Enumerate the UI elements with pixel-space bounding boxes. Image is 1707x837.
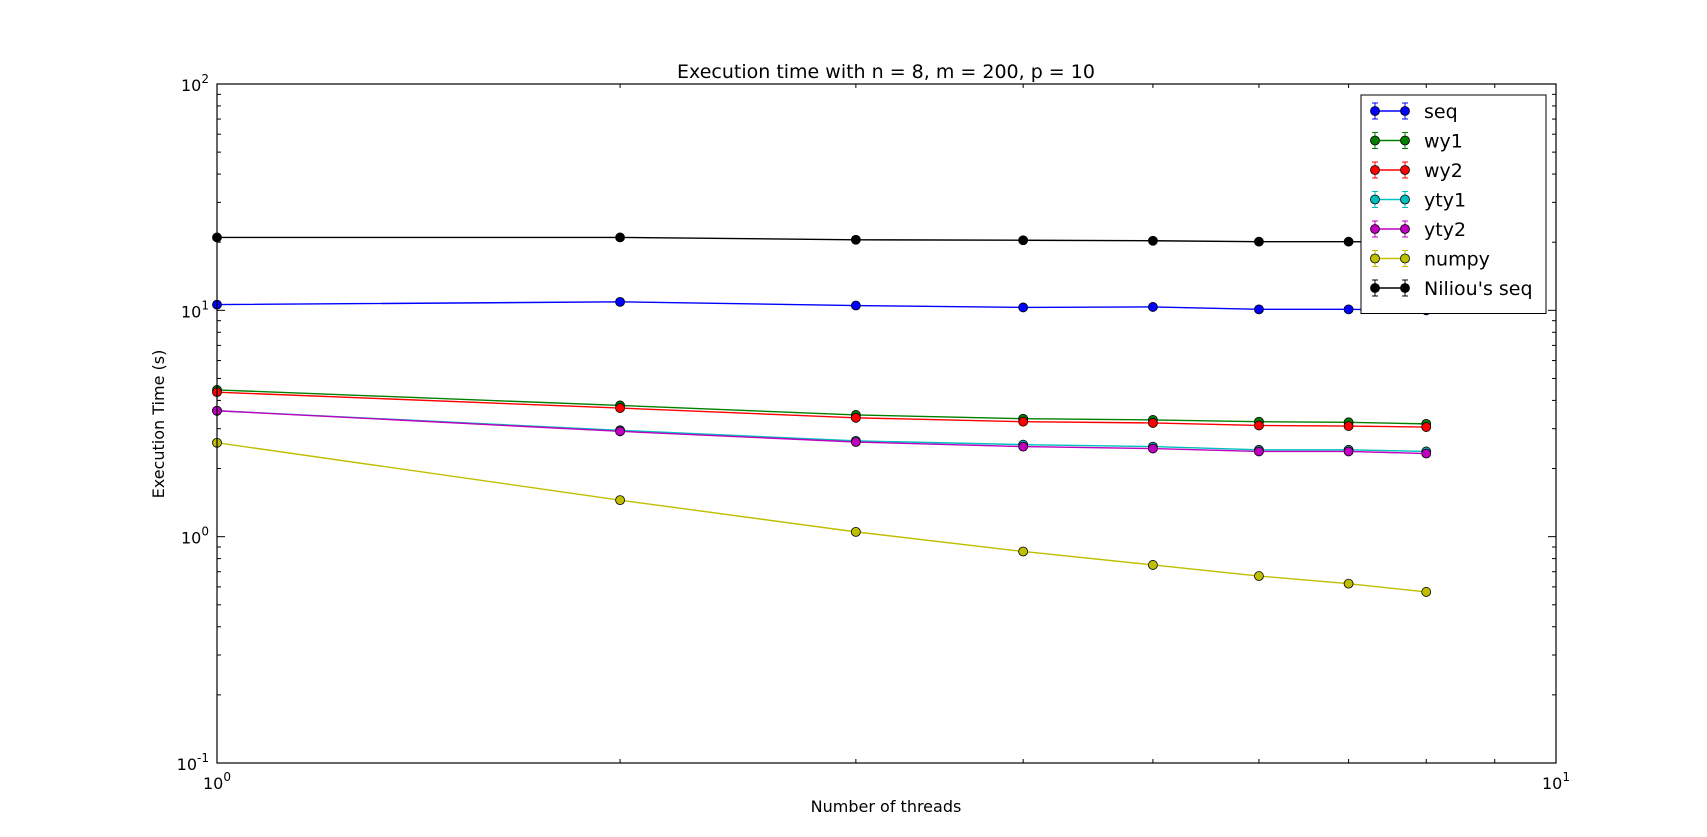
data-point [1421,587,1432,597]
data-point [850,437,861,447]
data-point [1018,416,1029,427]
legend-label: wy1 [1424,131,1463,153]
chart-title: Execution time with n = 8, m = 200, p = … [677,61,1095,83]
data-point [850,526,861,537]
y-tick-label: 101 [181,298,209,321]
series-yty2 [212,405,1432,459]
legend-item: numpy [1370,249,1490,271]
data-point [1018,235,1029,246]
data-point [1148,443,1158,454]
data-point [1421,448,1432,459]
data-point [615,426,625,437]
legend-item: seq [1370,101,1458,123]
data-point [850,412,861,423]
data-point [1254,571,1264,581]
x-tick-label: 101 [1542,770,1570,793]
series-line [216,410,1427,453]
legend-label: yty2 [1424,219,1466,241]
legend-item: yty2 [1370,219,1466,241]
data-point [1254,446,1264,457]
y-tick-label: 102 [181,72,209,95]
legend-item: wy2 [1370,160,1463,182]
data-point [1343,421,1354,431]
data-point [1254,236,1264,247]
data-point [1018,546,1029,557]
x-tick-label: 100 [203,770,231,793]
y-tick-label: 10-1 [177,751,209,774]
legend-box [1360,94,1547,314]
data-point [1343,304,1354,315]
legend-label: Niliou's seq [1424,278,1533,300]
data-point [1343,578,1354,589]
plot-background [217,84,1556,763]
legend-label: seq [1424,101,1458,123]
data-point [615,495,625,506]
x-axis-label: Number of threads [811,797,962,816]
data-point [1148,560,1158,570]
series-line [216,389,1427,425]
series-line [216,301,1427,312]
data-point [1343,236,1354,247]
data-point [1254,420,1264,431]
plot-frame [216,83,1557,764]
data-point [615,403,625,413]
series-line [216,442,1427,593]
legend-label: numpy [1424,249,1490,271]
legend-item: Niliou's seq [1370,278,1533,300]
legend-label: wy2 [1424,160,1463,182]
y-axis-label: Execution Time (s) [149,350,168,499]
data-point [1148,418,1158,428]
data-point [1254,304,1264,315]
data-point [615,296,625,307]
data-point [850,234,861,245]
data-point [1148,302,1158,312]
series-layer [212,232,1432,597]
y-tick-label: 100 [181,525,209,548]
data-point [850,300,861,311]
data-point [1343,446,1354,457]
legend-label: yty1 [1424,190,1466,212]
data-point [1018,441,1029,452]
series-line [216,410,1427,455]
data-point [1148,235,1158,246]
legend-item: wy1 [1370,131,1463,153]
legend-item: yty1 [1370,190,1466,212]
series-niliou-s-seq [212,232,1432,248]
series-line [216,391,1427,428]
data-point [615,232,625,243]
series-line [217,236,1427,243]
data-point [1018,302,1029,313]
legend: seq wy1 wy2 yty1 yty2 numpy Niliou's seq [1360,94,1547,314]
data-point [1421,422,1432,432]
